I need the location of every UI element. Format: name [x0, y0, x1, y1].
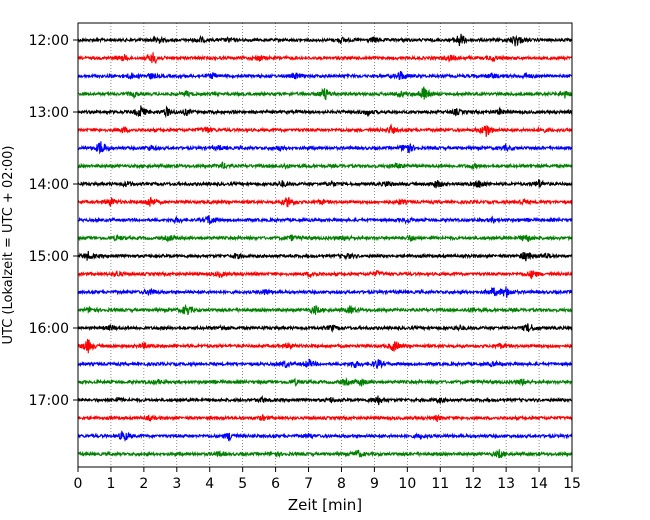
trace-1330: [77, 141, 573, 155]
axis-ticks: 0 1 2 3 4 5 6 7 8 9 10 11 12 13 14 1512:0013:0014:0015:…: [29, 33, 581, 492]
trace-1730: [77, 430, 573, 442]
y-tick-label: 12:00: [29, 33, 69, 49]
trace-1315: [77, 123, 573, 137]
x-tick-label: 5: [238, 476, 247, 492]
plot-frame: [77, 22, 573, 468]
trace-1615: [77, 338, 573, 354]
x-tick-label: 15: [563, 476, 581, 492]
y-tick-label: 16:00: [29, 321, 69, 337]
x-tick-label: 6: [271, 476, 280, 492]
x-tick-label: 1: [106, 476, 115, 492]
trace-1200: [77, 33, 573, 47]
trace-1230: [77, 70, 573, 81]
trace-1400: [77, 179, 573, 189]
trace-1300: [77, 105, 573, 119]
x-axis-label: Zeit [min]: [288, 496, 362, 514]
trace-1630: [77, 358, 573, 370]
trace-1345: [77, 161, 573, 171]
trace-layer: [77, 33, 573, 459]
y-axis-label: UTC (Lokalzeit = UTC + 02:00): [1, 146, 16, 345]
trace-1215: [77, 52, 573, 65]
trace-1545: [77, 303, 573, 316]
trace-1530: [77, 286, 573, 298]
y-tick-label: 13:00: [29, 105, 69, 121]
x-tick-label: 0: [74, 476, 83, 492]
x-tick-label: 8: [337, 476, 346, 492]
trace-1745: [77, 449, 573, 459]
trace-1515: [77, 269, 573, 280]
x-tick-label: 7: [304, 476, 313, 492]
grid-lines: [110, 23, 540, 467]
x-tick-label: 12: [464, 476, 482, 492]
x-tick-label: 2: [139, 476, 148, 492]
y-tick-label: 15:00: [29, 249, 69, 265]
trace-1430: [77, 215, 573, 225]
trace-1415: [77, 196, 573, 208]
x-tick-label: 13: [497, 476, 515, 492]
x-tick-label: 10: [398, 476, 416, 492]
x-tick-label: 3: [172, 476, 181, 492]
trace-1445: [77, 234, 573, 243]
trace-1700: [77, 394, 573, 406]
trace-1645: [77, 376, 573, 387]
trace-1245: [77, 86, 573, 101]
x-tick-label: 14: [530, 476, 548, 492]
trace-1715: [77, 413, 573, 423]
x-tick-label: 11: [431, 476, 449, 492]
trace-1500: [77, 250, 573, 262]
trace-1600: [77, 323, 573, 333]
y-tick-label: 14:00: [29, 177, 69, 193]
x-tick-label: 9: [370, 476, 379, 492]
x-tick-label: 4: [205, 476, 214, 492]
y-tick-label: 17:00: [29, 393, 69, 409]
